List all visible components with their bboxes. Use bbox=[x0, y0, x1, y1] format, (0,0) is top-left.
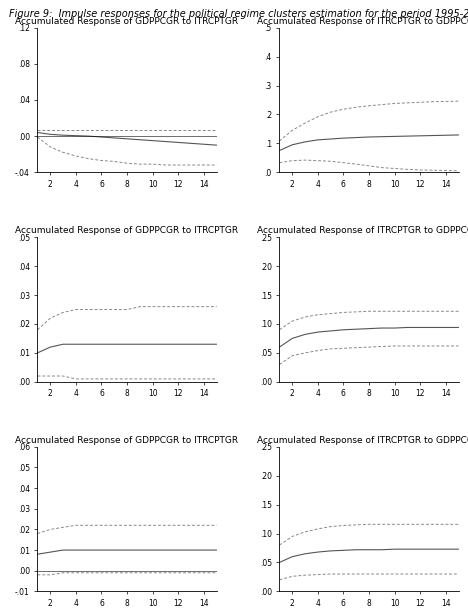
Title: Accumulated Response of GDPPCGR to ITRCPTGR: Accumulated Response of GDPPCGR to ITRCP… bbox=[15, 17, 239, 25]
Title: Accumulated Response of ITRCPTGR to GDPPCGR: Accumulated Response of ITRCPTGR to GDPP… bbox=[257, 17, 468, 25]
Title: Accumulated Response of GDPPCGR to ITRCPTGR: Accumulated Response of GDPPCGR to ITRCP… bbox=[15, 436, 239, 445]
Title: Accumulated Response of ITRCPTGR to GDPPCGR: Accumulated Response of ITRCPTGR to GDPP… bbox=[257, 436, 468, 445]
Title: Accumulated Response of ITRCPTGR to GDPPCGR: Accumulated Response of ITRCPTGR to GDPP… bbox=[257, 226, 468, 235]
Title: Accumulated Response of GDPPCGR to ITRCPTGR: Accumulated Response of GDPPCGR to ITRCP… bbox=[15, 226, 239, 235]
Text: Figure 9:  Impulse responses for the political regime clusters estimation for th: Figure 9: Impulse responses for the poli… bbox=[9, 9, 468, 19]
